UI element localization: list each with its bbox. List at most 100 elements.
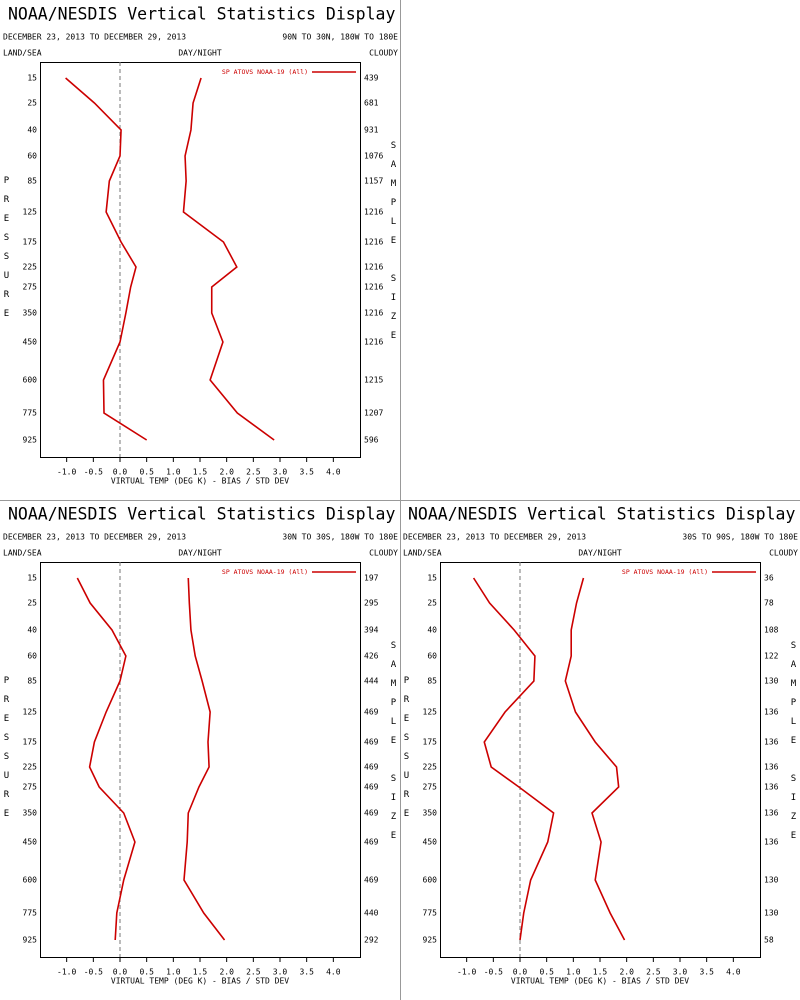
y-tick-label: 25 bbox=[27, 99, 37, 108]
cloudy: CLOUDY bbox=[369, 549, 398, 558]
x-tick-label: 0.0 bbox=[113, 468, 128, 477]
sample-size: 1216 bbox=[364, 263, 383, 272]
x-tick-label: 1.0 bbox=[166, 968, 181, 977]
sample-size: 1215 bbox=[364, 376, 383, 385]
panel: NOAA/NESDIS Vertical Statistics Display D… bbox=[402, 505, 799, 986]
sample-size: 36 bbox=[764, 574, 774, 583]
legend-label: SP ATOVS NOAA-19 (All) bbox=[222, 568, 308, 576]
y-tick-label: 175 bbox=[23, 238, 38, 247]
panel: NOAA/NESDIS Vertical Statistics Display D… bbox=[2, 5, 399, 486]
x-tick-label: 0.5 bbox=[139, 968, 154, 977]
x-tick-label: 2.0 bbox=[219, 468, 234, 477]
sample-size: 136 bbox=[764, 783, 779, 792]
panel-title: NOAA/NESDIS Vertical Statistics Display bbox=[8, 5, 395, 24]
sample-size: 1216 bbox=[364, 309, 383, 318]
y-tick-label: 40 bbox=[427, 626, 437, 635]
sample-size: 440 bbox=[364, 909, 379, 918]
y-tick-label: 450 bbox=[23, 338, 38, 347]
y-tick-label: 775 bbox=[23, 409, 38, 418]
sample-size: 130 bbox=[764, 876, 779, 885]
y-tick-label: 275 bbox=[423, 783, 438, 792]
y2-axis-label: SAMPLE SIZE bbox=[389, 141, 399, 350]
day-night: DAY/NIGHT bbox=[178, 49, 222, 58]
land-sea: LAND/SEA bbox=[3, 549, 42, 558]
x-tick-label: 2.0 bbox=[619, 968, 634, 977]
sample-size: 469 bbox=[364, 876, 379, 885]
day-night: DAY/NIGHT bbox=[178, 549, 222, 558]
y-tick-label: 600 bbox=[423, 876, 438, 885]
sample-size: 469 bbox=[364, 763, 379, 772]
y-tick-label: 85 bbox=[427, 677, 437, 686]
y-tick-label: 350 bbox=[23, 309, 38, 318]
y-axis-label: PRESSURE bbox=[2, 676, 12, 828]
date-range: DECEMBER 23, 2013 TO DECEMBER 29, 2013 bbox=[3, 33, 186, 42]
sample-size: 469 bbox=[364, 708, 379, 717]
profile-line bbox=[65, 77, 148, 441]
sample-size: 681 bbox=[364, 99, 379, 108]
x-tick-label: 1.5 bbox=[193, 468, 208, 477]
panel-title: NOAA/NESDIS Vertical Statistics Display bbox=[408, 505, 795, 524]
sample-size: 931 bbox=[364, 126, 379, 135]
sample-size: 439 bbox=[364, 74, 379, 83]
sample-size: 1157 bbox=[364, 177, 383, 186]
y-tick-label: 925 bbox=[23, 436, 38, 445]
y-tick-label: 25 bbox=[27, 599, 37, 608]
x-tick-label: 0.0 bbox=[113, 968, 128, 977]
x-tick-label: 2.5 bbox=[246, 468, 261, 477]
plot-frame bbox=[40, 562, 361, 958]
x-tick-label: 1.5 bbox=[193, 968, 208, 977]
x-tick-label: 2.0 bbox=[219, 968, 234, 977]
y-tick-label: 125 bbox=[23, 708, 38, 717]
y-tick-label: 40 bbox=[27, 626, 37, 635]
x-tick-label: 0.5 bbox=[139, 468, 154, 477]
y-tick-label: 60 bbox=[27, 152, 37, 161]
y-tick-label: 775 bbox=[23, 909, 38, 918]
sample-size: 78 bbox=[764, 599, 774, 608]
y-tick-label: 450 bbox=[423, 838, 438, 847]
legend-label: SP ATOVS NOAA-19 (All) bbox=[622, 568, 708, 576]
sample-size: 136 bbox=[764, 809, 779, 818]
cloudy: CLOUDY bbox=[769, 549, 798, 558]
x-tick-label: 2.5 bbox=[246, 968, 261, 977]
y-tick-label: 40 bbox=[27, 126, 37, 135]
legend-label: SP ATOVS NOAA-19 (All) bbox=[222, 68, 308, 76]
y-tick-label: 25 bbox=[427, 599, 437, 608]
x-axis-label: VIRTUAL TEMP (DEG K) - BIAS / STD DEV bbox=[111, 477, 289, 486]
sample-size: 136 bbox=[764, 763, 779, 772]
sample-size: 596 bbox=[364, 436, 379, 445]
y-tick-label: 350 bbox=[23, 809, 38, 818]
sample-size: 469 bbox=[364, 838, 379, 847]
x-tick-label: 1.0 bbox=[166, 468, 181, 477]
region: 90N TO 30N, 180W TO 180E bbox=[282, 33, 398, 42]
panel-title: NOAA/NESDIS Vertical Statistics Display bbox=[8, 505, 395, 524]
x-axis-label: VIRTUAL TEMP (DEG K) - BIAS / STD DEV bbox=[111, 977, 289, 986]
y-tick-label: 125 bbox=[423, 708, 438, 717]
y-tick-label: 350 bbox=[423, 809, 438, 818]
x-tick-label: -1.0 bbox=[57, 968, 76, 977]
y2-axis-label: SAMPLE SIZE bbox=[389, 641, 399, 850]
sample-size: 130 bbox=[764, 909, 779, 918]
profile-line bbox=[182, 77, 275, 441]
y-tick-label: 15 bbox=[27, 74, 37, 83]
sample-size: 295 bbox=[364, 599, 379, 608]
sample-size: 1216 bbox=[364, 208, 383, 217]
date-range: DECEMBER 23, 2013 TO DECEMBER 29, 2013 bbox=[3, 533, 186, 542]
x-axis-label: VIRTUAL TEMP (DEG K) - BIAS / STD DEV bbox=[511, 977, 689, 986]
sample-size: 426 bbox=[364, 652, 379, 661]
date-range: DECEMBER 23, 2013 TO DECEMBER 29, 2013 bbox=[403, 533, 586, 542]
profile-line bbox=[472, 577, 555, 941]
sample-size: 469 bbox=[364, 809, 379, 818]
land-sea: LAND/SEA bbox=[3, 49, 42, 58]
sample-size: 1207 bbox=[364, 409, 383, 418]
y-tick-label: 600 bbox=[23, 376, 38, 385]
y-tick-label: 175 bbox=[23, 738, 38, 747]
sample-size: 58 bbox=[764, 936, 774, 945]
sample-size: 1216 bbox=[364, 338, 383, 347]
sample-size: 469 bbox=[364, 738, 379, 747]
y-tick-label: 85 bbox=[27, 177, 37, 186]
sample-size: 444 bbox=[364, 677, 379, 686]
sample-size: 394 bbox=[364, 626, 379, 635]
y2-axis-label: SAMPLE SIZE bbox=[789, 641, 799, 850]
x-tick-label: 3.5 bbox=[699, 968, 714, 977]
x-tick-label: -1.0 bbox=[57, 468, 76, 477]
